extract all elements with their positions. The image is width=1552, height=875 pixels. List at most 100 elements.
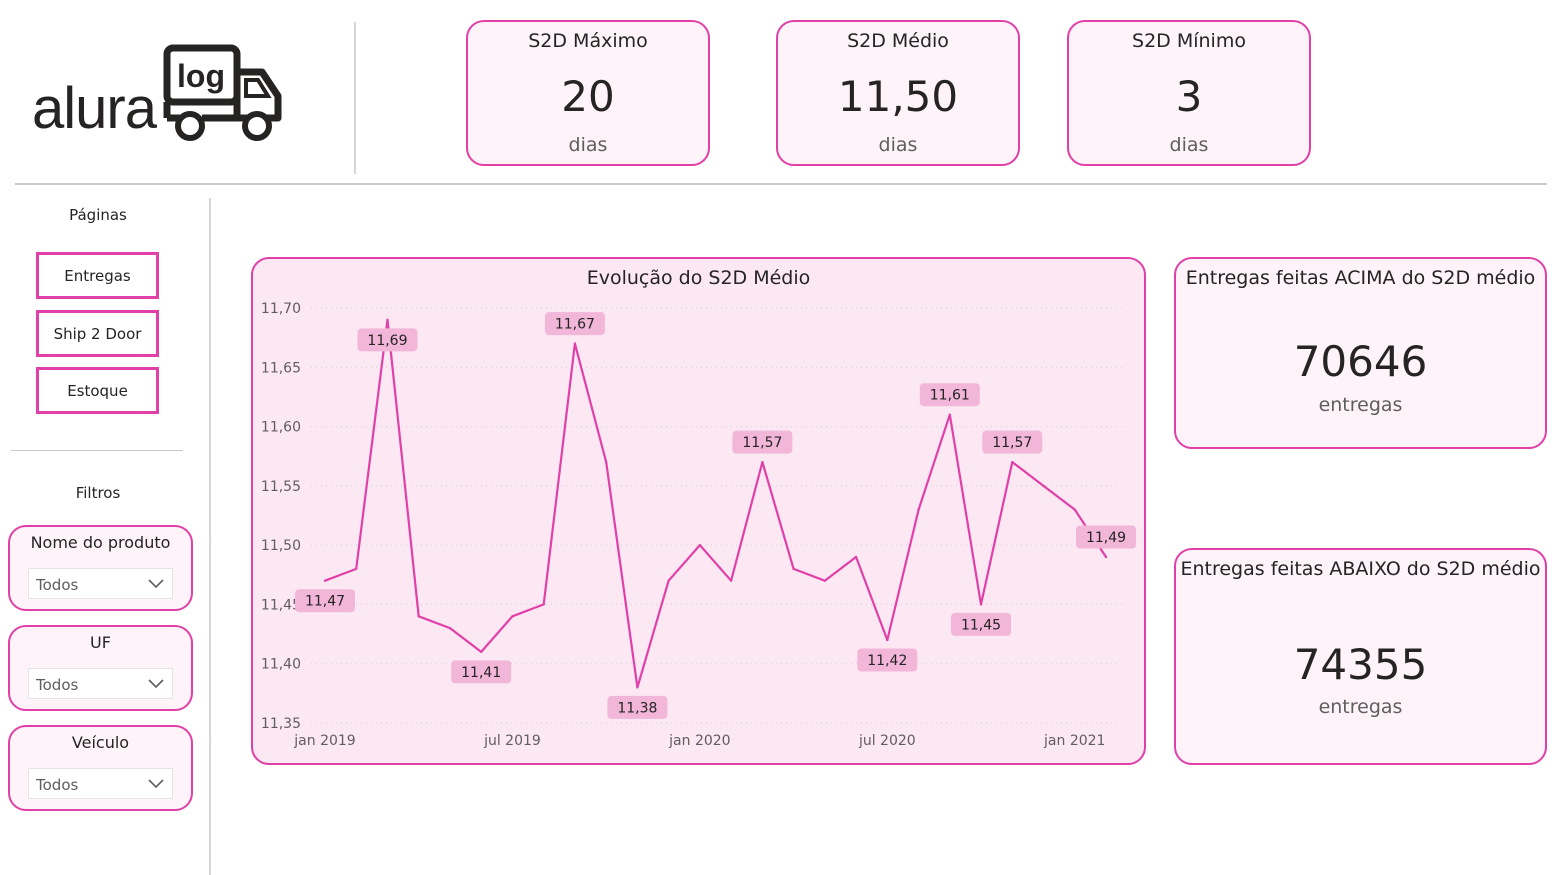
data-point: [1073, 508, 1076, 511]
data-label: 11,42: [867, 653, 907, 669]
data-label: 11,57: [742, 435, 782, 451]
filter-dropdown[interactable]: Todos: [28, 668, 173, 699]
sidebar-section-divider: [11, 450, 183, 451]
data-label-bg: [732, 430, 793, 454]
data-label-bg: [919, 383, 980, 407]
x-tick-label: jul 2020: [858, 733, 916, 749]
nav-button-label: Entregas: [64, 266, 131, 285]
x-tick-label: jul 2019: [483, 733, 541, 749]
kpi-unit: dias: [568, 134, 608, 156]
data-label: 11,49: [1086, 530, 1126, 546]
kpi-value: 70646: [1293, 337, 1428, 386]
header-divider: [354, 22, 356, 174]
kpi-value: 20: [561, 72, 615, 121]
data-label-bg: [295, 589, 355, 613]
data-label-bg: [607, 695, 668, 719]
filter-label: Nome do produto: [30, 533, 171, 552]
data-point: [1104, 555, 1108, 559]
y-tick-label: 11,70: [261, 301, 301, 317]
chevron-down-icon: [148, 779, 164, 789]
y-tick-label: 11,40: [261, 657, 301, 673]
data-point: [417, 615, 420, 618]
data-point: [480, 650, 483, 654]
data-point: [604, 460, 608, 464]
kpi-value: 11,50: [837, 72, 959, 121]
data-point: [917, 508, 920, 511]
kpi-value: 74355: [1293, 640, 1428, 689]
data-point: [886, 638, 889, 642]
x-tick-label: jan 2021: [1043, 733, 1105, 749]
filter-dropdown-value: Todos: [36, 676, 79, 694]
filter-nome-do-produto: Nome do produto Todos: [8, 525, 193, 611]
data-label-bg: [544, 312, 605, 336]
nav-button-ship-2-door[interactable]: Ship 2 Door: [36, 310, 159, 357]
data-point: [761, 460, 764, 464]
data-label: 11,47: [305, 594, 345, 610]
data-point: [979, 603, 983, 606]
series-line: [324, 318, 1107, 689]
kpi-unit: entregas: [1318, 696, 1403, 718]
truck-icon: [163, 44, 282, 141]
kpi-title: S2D Médio: [847, 30, 949, 52]
filter-veiculo: Veículo Todos: [8, 725, 193, 811]
kpi-card-s2d-avg: S2D Médio 11,50 dias: [776, 20, 1020, 166]
chevron-down-icon: [148, 579, 164, 589]
data-label: 11,61: [930, 388, 970, 404]
data-point: [854, 555, 858, 559]
chevron-down-icon: [148, 679, 164, 689]
data-point: [1042, 484, 1045, 488]
y-tick-label: 11,45: [261, 597, 301, 613]
kpi-unit: dias: [1169, 134, 1209, 156]
data-label-bg: [951, 612, 1012, 636]
filter-dropdown-value: Todos: [36, 576, 79, 594]
y-tick-label: 11,50: [261, 538, 301, 554]
kpi-card-below-avg: Entregas feitas ABAIXO do S2D médio 7435…: [1174, 548, 1547, 765]
sidebar-divider: [209, 198, 211, 875]
logo-text: alura: [32, 76, 157, 141]
s2d-evolution-chart-card: Evolução do S2D Médio 11,35 11,40 11,45 11,…: [251, 257, 1146, 765]
data-label: 11,45: [961, 617, 1001, 633]
filter-dropdown[interactable]: Todos: [28, 768, 173, 799]
kpi-unit: dias: [878, 134, 918, 156]
data-point: [636, 686, 639, 689]
y-tick-label: 11,60: [261, 420, 301, 436]
data-point: [823, 579, 827, 582]
filter-dropdown-value: Todos: [36, 776, 79, 794]
kpi-title: S2D Máximo: [528, 30, 648, 52]
data-label: 11,41: [461, 665, 501, 681]
x-tick-label: jan 2019: [293, 733, 355, 749]
alura-log-logo: alura log: [30, 44, 290, 154]
data-point: [792, 567, 795, 571]
data-point: [542, 603, 545, 606]
x-tick-label: jan 2020: [668, 733, 730, 749]
header-bottom-divider: [15, 183, 1547, 185]
kpi-value: 3: [1175, 72, 1203, 121]
y-tick-label: 11,55: [261, 479, 301, 495]
kpi-card-s2d-max: S2D Máximo 20 dias: [466, 20, 710, 166]
filter-label: UF: [90, 633, 111, 652]
nav-button-label: Estoque: [67, 381, 128, 400]
data-label: 11,69: [367, 333, 407, 349]
filter-label: Veículo: [71, 733, 130, 752]
filters-section-title: Filtros: [75, 484, 121, 502]
filter-uf: UF Todos: [8, 625, 193, 711]
data-point: [323, 579, 327, 582]
data-point: [355, 567, 358, 571]
data-label-bg: [1076, 525, 1136, 549]
nav-button-estoque[interactable]: Estoque: [36, 367, 159, 414]
chart-title: Evolução do S2D Médio: [586, 267, 811, 289]
kpi-card-above-avg: Entregas feitas ACIMA do S2D médio 70646…: [1174, 257, 1547, 449]
data-point: [511, 615, 514, 618]
data-label: 11,67: [555, 317, 595, 333]
data-label: 11,38: [617, 700, 657, 716]
y-tick-label: 11,35: [261, 716, 301, 732]
data-point: [667, 579, 670, 582]
data-point: [1011, 460, 1014, 464]
filter-dropdown[interactable]: Todos: [28, 568, 173, 599]
nav-button-label: Ship 2 Door: [53, 324, 142, 343]
kpi-title: S2D Mínimo: [1132, 30, 1246, 52]
nav-button-entregas[interactable]: Entregas: [36, 252, 159, 299]
data-point: [573, 342, 577, 345]
kpi-title: Entregas feitas ACIMA do S2D médio: [1185, 267, 1536, 289]
data-point: [948, 413, 951, 416]
